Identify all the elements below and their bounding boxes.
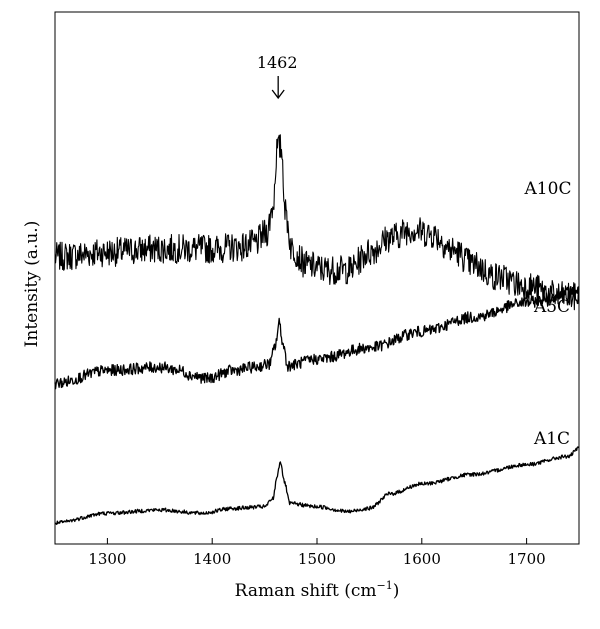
series-line-a1c xyxy=(54,446,580,526)
x-axis-title: Raman shift (cm−1) xyxy=(235,579,400,601)
series-labels: A10C A5C A1C xyxy=(524,179,572,449)
x-tick-label: 1400 xyxy=(193,550,231,568)
x-tick-label: 1700 xyxy=(508,550,546,568)
series-label-a5c: A5C xyxy=(533,297,570,317)
series-label-a1c: A1C xyxy=(533,429,570,449)
peak-arrow-icon xyxy=(271,76,285,100)
series-layer xyxy=(54,134,580,526)
series-label-a10c: A10C xyxy=(524,179,572,199)
y-axis-title: Intensity (a.u.) xyxy=(22,221,42,348)
x-tick-label: 1500 xyxy=(298,550,336,568)
peak-annotation-label: 1462 xyxy=(257,53,298,72)
x-tick-label: 1600 xyxy=(403,550,441,568)
x-axis-ticks: 1300 1400 1500 1600 1700 xyxy=(88,538,546,568)
peak-annotation: 1462 xyxy=(257,53,298,100)
series-line-a10c xyxy=(54,134,580,311)
series-line-a5c xyxy=(54,286,580,390)
x-tick-label: 1300 xyxy=(88,550,126,568)
